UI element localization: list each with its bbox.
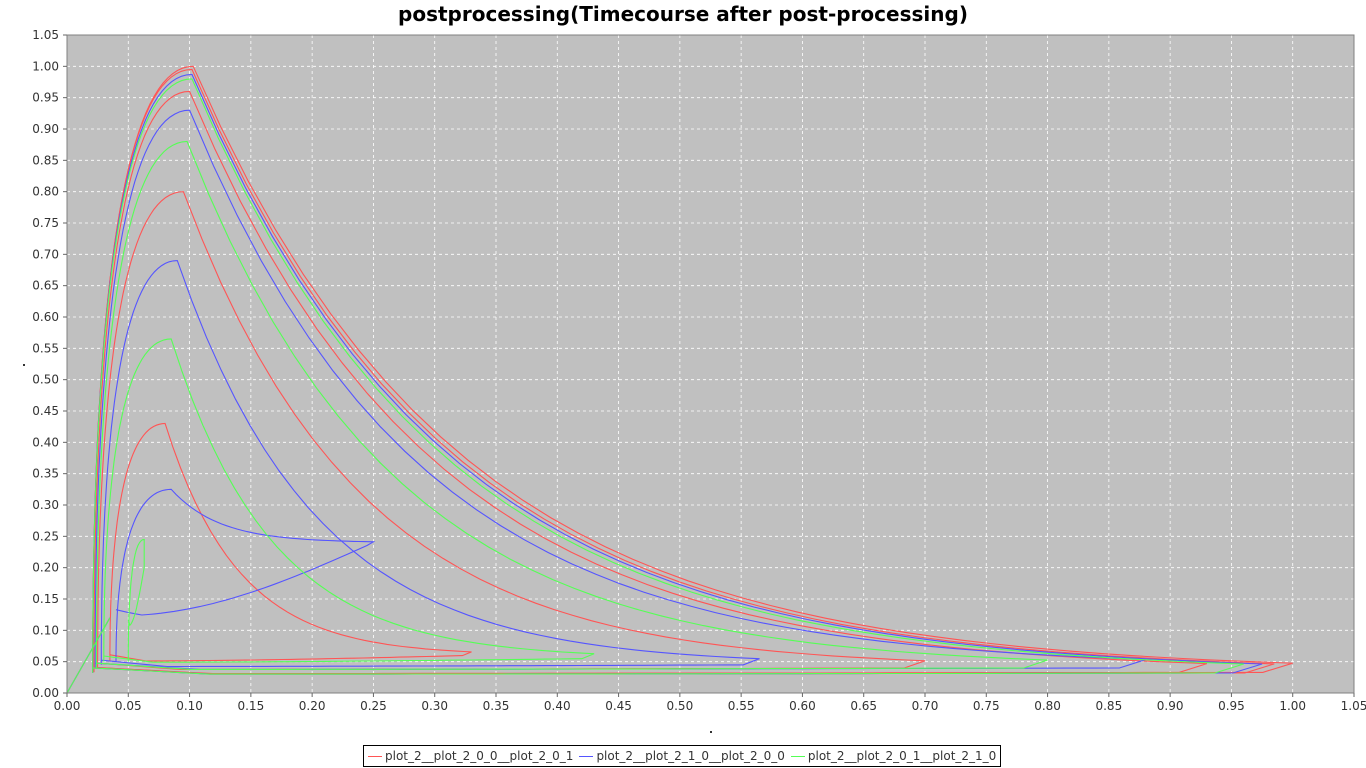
legend-item: plot_2__plot_2_0_0__plot_2_0_1 <box>368 749 573 763</box>
y-tick-label: 0.45 <box>32 404 59 418</box>
y-tick-label: 0.75 <box>32 216 59 230</box>
x-tick-label: 0.45 <box>605 699 632 713</box>
grid <box>67 35 1354 693</box>
y-tick-label: 1.05 <box>32 28 59 42</box>
y-tick-label: 0.70 <box>32 247 59 261</box>
y-tick-label: 0.30 <box>32 498 59 512</box>
series-line <box>109 422 472 662</box>
y-axis-label <box>23 364 25 366</box>
x-tick-label: 0.85 <box>1095 699 1122 713</box>
x-tick-label: 0.50 <box>666 699 693 713</box>
x-tick-label: 0.35 <box>483 699 510 713</box>
x-tick-label: 0.00 <box>54 699 81 713</box>
y-tick-label: 0.80 <box>32 185 59 199</box>
x-tick-label: 0.40 <box>544 699 571 713</box>
y-tick-label: 0.10 <box>32 623 59 637</box>
x-tick-label: 0.10 <box>176 699 203 713</box>
y-tick-label: 0.50 <box>32 373 59 387</box>
y-tick-label: 0.40 <box>32 435 59 449</box>
y-tick-label: 0.00 <box>32 686 59 700</box>
x-tick-label: 0.70 <box>912 699 939 713</box>
y-tick-label: 0.55 <box>32 341 59 355</box>
series-line <box>100 260 760 668</box>
y-tick-label: 0.90 <box>32 122 59 136</box>
y-tick-label: 0.35 <box>32 467 59 481</box>
y-tick-label: 0.25 <box>32 529 59 543</box>
y-tick-label: 0.60 <box>32 310 59 324</box>
x-tick-label: 0.90 <box>1157 699 1184 713</box>
x-tick-label: 0.60 <box>789 699 816 713</box>
series-line <box>92 65 1293 675</box>
series-line <box>95 140 1048 670</box>
x-tick-label: 0.30 <box>421 699 448 713</box>
legend-item: plot_2__plot_2_1_0__plot_2_0_0 <box>579 749 785 763</box>
x-tick-label: 1.05 <box>1341 699 1366 713</box>
y-tick-label: 0.05 <box>32 655 59 669</box>
axes: 0.00 0.05 0.10 0.15 0.20 0.25 0.30 0.35 0.40 0.45… <box>32 28 1366 713</box>
plot-area <box>67 35 1354 693</box>
x-tick-label: 0.65 <box>850 699 877 713</box>
x-tick-label: 0.55 <box>728 699 755 713</box>
series-line <box>127 538 145 662</box>
x-tick-label: 0.80 <box>1034 699 1061 713</box>
series-line <box>66 617 111 694</box>
series-line <box>115 488 376 662</box>
series-layer <box>66 65 1293 694</box>
x-tick-label: 0.20 <box>299 699 326 713</box>
legend-swatch <box>579 755 594 757</box>
x-axis-label <box>710 731 712 733</box>
y-tick-label: 0.95 <box>32 91 59 105</box>
y-tick-label: 0.85 <box>32 153 59 167</box>
series-line <box>103 338 595 663</box>
y-tick-label: 0.15 <box>32 592 59 606</box>
x-tick-label: 0.75 <box>973 699 1000 713</box>
legend-label: plot_2__plot_2_0_0__plot_2_0_1 <box>385 749 574 763</box>
legend-label: plot_2__plot_2_0_1__plot_2_1_0 <box>807 749 997 763</box>
series-line <box>92 78 1244 675</box>
y-tick-label: 0.65 <box>32 279 59 293</box>
x-tick-label: 0.15 <box>237 699 264 713</box>
y-tick-label: 1.00 <box>32 59 59 73</box>
chart-title: postprocessing(Timecourse after post-pro… <box>398 2 968 26</box>
legend-swatch <box>790 755 805 757</box>
x-tick-label: 0.25 <box>360 699 387 713</box>
series-3 <box>66 78 1244 694</box>
legend-label: plot_2__plot_2_1_0__plot_2_0_0 <box>596 749 785 763</box>
x-tick-label: 0.95 <box>1218 699 1245 713</box>
plot-frame <box>66 34 1355 694</box>
x-tick-label: 0.05 <box>115 699 142 713</box>
x-tick-label: 1.00 <box>1279 699 1306 713</box>
legend-swatch <box>368 755 382 757</box>
legend-item: plot_2__plot_2_0_1__plot_2_1_0 <box>790 749 997 763</box>
legend: plot_2__plot_2_0_0__plot_2_0_1 plot_2__p… <box>363 745 1001 767</box>
y-tick-label: 0.20 <box>32 561 59 575</box>
